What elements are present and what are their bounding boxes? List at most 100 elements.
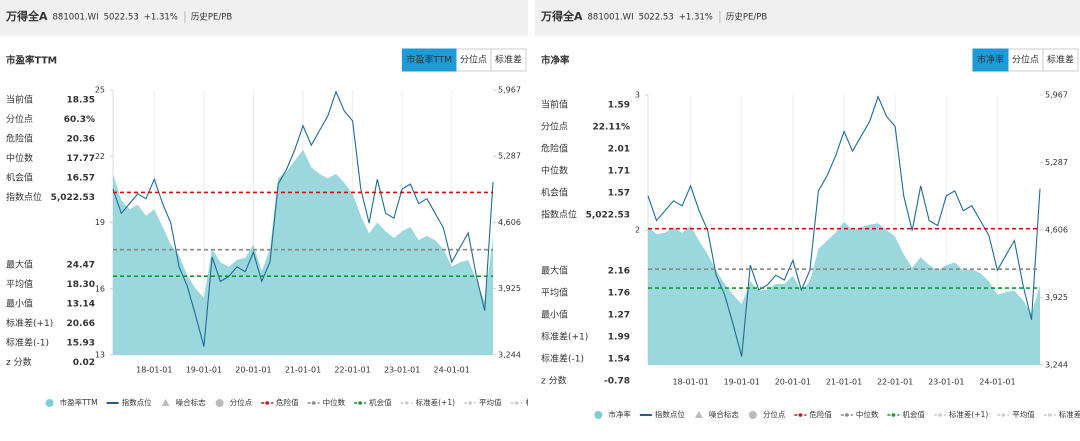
legend-item[interactable]: 中位数 — [307, 397, 346, 407]
toggle-button[interactable]: 标准差 — [1042, 48, 1079, 72]
stat-value: 13.14 — [67, 300, 95, 310]
legend-label[interactable]: 分位点 — [763, 409, 786, 419]
stat-label: 平均值 — [541, 287, 568, 299]
stat-label: 分位点 — [6, 113, 33, 125]
legend-label[interactable]: 指数点位 — [122, 397, 152, 407]
legend-item[interactable]: 市盈率TTM — [45, 397, 98, 407]
legend-dot — [891, 413, 896, 417]
y2-tick-label: 4,606 — [498, 218, 521, 227]
legend-label[interactable]: 噪合标志 — [176, 397, 206, 407]
stat-label: 标准差(+1) — [541, 331, 588, 343]
legend-item[interactable]: 噪合标志 — [161, 397, 206, 407]
x-tick-label: 20-01-01 — [235, 366, 271, 375]
stat-label: 最大值 — [541, 265, 568, 277]
x-tick-label: 19-01-01 — [724, 378, 760, 387]
toggle-button[interactable]: 市净率 — [972, 48, 1009, 72]
index-code: 881001.WI — [588, 13, 634, 23]
legend-item[interactable]: 中位数 — [840, 409, 879, 419]
legend-item[interactable]: 危险值 — [794, 409, 832, 419]
legend-label[interactable]: 市净率 — [608, 409, 631, 419]
y2-tick-label: 5,287 — [498, 152, 521, 161]
y2-tick-label: 3,925 — [1045, 293, 1068, 302]
legend-label[interactable]: 机会值 — [902, 409, 925, 419]
stat-label: 当前值 — [541, 99, 568, 111]
stat-value: 1.99 — [608, 333, 630, 343]
legend-label[interactable]: 标准差(+1) — [949, 409, 988, 419]
toggle-button[interactable]: 市盈率TTM — [401, 48, 457, 72]
stat-label: 最小值 — [6, 298, 33, 310]
legend-dot — [938, 413, 942, 417]
legend-label[interactable]: 市盈率TTM — [60, 397, 98, 407]
button-bg[interactable] — [401, 48, 457, 72]
legend-item[interactable]: 分位点 — [215, 397, 253, 407]
legend-item[interactable]: 平均值 — [997, 409, 1035, 419]
legend-item[interactable]: 分位点 — [748, 409, 786, 419]
legend-label[interactable]: 危险值 — [809, 409, 832, 419]
button-label[interactable]: 市净率 — [977, 54, 1004, 66]
index-line — [112, 90, 494, 347]
button-label[interactable]: 市盈率TTM — [406, 54, 452, 66]
index-line — [647, 95, 1041, 357]
legend-item[interactable]: 指数点位 — [639, 409, 685, 419]
stat-value: 0.02 — [73, 358, 95, 368]
legend-dot — [798, 413, 803, 417]
legend-item[interactable]: 标准差(-1) — [510, 397, 528, 407]
legend-label[interactable]: 危险值 — [276, 397, 299, 407]
stat-value: 2.01 — [608, 145, 630, 155]
legend-item[interactable]: 标准差(+1) — [400, 397, 455, 407]
legend-label[interactable]: 平均值 — [1012, 409, 1035, 419]
legend-label[interactable]: 标准差(-1) — [526, 397, 528, 407]
toggle-button[interactable]: 标准差 — [490, 48, 527, 72]
legend-label[interactable]: 中位数 — [323, 397, 346, 407]
legend-item[interactable]: 平均值 — [464, 397, 502, 407]
stat-value: 1.76 — [608, 289, 630, 299]
legend-item[interactable]: 危险值 — [261, 397, 299, 407]
legend-label[interactable]: 指数点位 — [655, 409, 685, 419]
x-tick-label: 23-01-01 — [928, 378, 964, 387]
stat-value: 20.66 — [67, 319, 95, 329]
stat-value: 16.57 — [67, 174, 95, 184]
stat-value: 1.54 — [608, 355, 630, 365]
price: 5022.53 — [639, 13, 674, 23]
legend: 市净率 指数点位 噪合标志 分位点 危险值 中位数 机会值 标准差(+1) 平均值 标准差(-1) — [594, 409, 1080, 419]
legend-dot — [311, 401, 316, 405]
legend-label[interactable]: 噪合标志 — [709, 409, 739, 419]
legend-item[interactable]: 机会值 — [354, 397, 392, 407]
button-label[interactable]: 分位点 — [1012, 54, 1039, 66]
legend-label[interactable]: 机会值 — [369, 397, 392, 407]
stat-value: 60.3% — [64, 115, 95, 125]
toggle-button[interactable]: 分位点 — [455, 48, 492, 72]
legend-label[interactable]: 分位点 — [230, 397, 253, 407]
header-title: 万得全A — [5, 9, 48, 23]
legend-dot — [358, 401, 362, 405]
legend-item[interactable]: 指数点位 — [106, 397, 152, 407]
y-tick-label: 25 — [95, 86, 105, 95]
stat-label: 当前值 — [6, 94, 33, 106]
button-label[interactable]: 标准差 — [495, 54, 522, 66]
legend-item[interactable]: 标准差(+1) — [933, 409, 988, 419]
legend-label[interactable]: 标准差(-1) — [1059, 409, 1080, 419]
legend-item[interactable]: 噪合标志 — [694, 409, 739, 419]
stat-value: 18.35 — [67, 96, 95, 106]
legend-label[interactable]: 中位数 — [856, 409, 879, 419]
button-bg[interactable] — [972, 48, 1009, 72]
legend-label[interactable]: 平均值 — [479, 397, 502, 407]
chart-panel: 万得全A 881001.WI 5022.53 +1.31% 历史PE/PB 市盈率TTM 标… — [0, 0, 528, 407]
y-tick-label: 19 — [95, 218, 105, 227]
legend-item[interactable]: 市净率 — [594, 409, 631, 419]
toggle-button[interactable]: 分位点 — [1007, 48, 1044, 72]
button-label[interactable]: 标准差 — [1047, 54, 1074, 66]
legend-dot — [1047, 413, 1052, 417]
header-bar — [0, 0, 528, 36]
legend-item[interactable]: 机会值 — [887, 409, 925, 419]
y2-tick-label: 4,606 — [1045, 225, 1068, 234]
stat-value: 1.57 — [608, 189, 630, 199]
chart-title: 市盈率TTM — [6, 55, 57, 67]
legend-symbol — [748, 411, 757, 419]
legend-dot — [845, 413, 849, 417]
stat-label: 标准差(+1) — [6, 317, 53, 329]
header-link: 历史PE/PB — [191, 12, 232, 23]
legend-item[interactable]: 标准差(-1) — [1043, 409, 1080, 419]
legend-label[interactable]: 标准差(+1) — [416, 397, 455, 407]
button-label[interactable]: 分位点 — [460, 54, 487, 66]
